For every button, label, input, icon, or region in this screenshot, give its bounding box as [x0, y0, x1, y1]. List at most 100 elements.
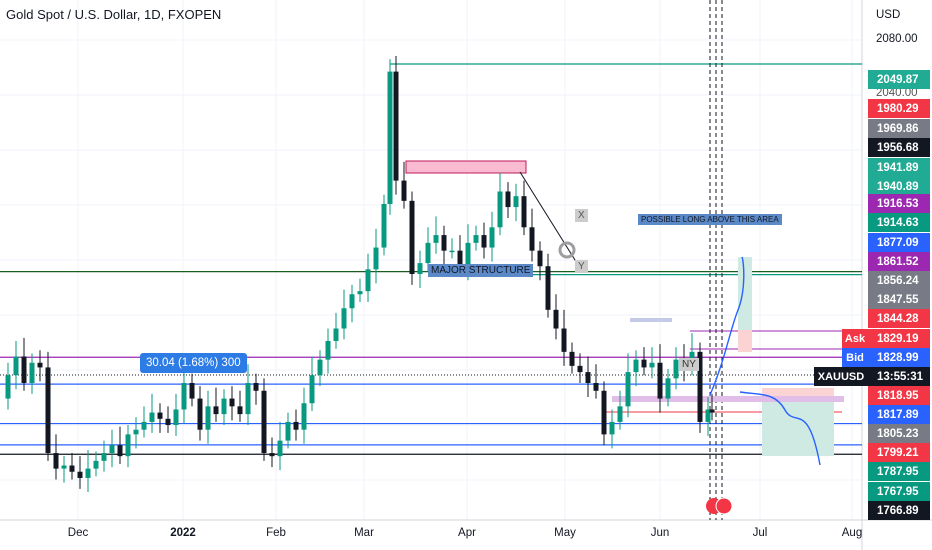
candle-body — [189, 382, 195, 399]
overlays — [519, 171, 821, 515]
price-label: 13:55:31 — [868, 367, 930, 386]
price-label: 1766.89 — [868, 501, 930, 520]
candle-body — [149, 412, 155, 422]
candle-body — [489, 227, 495, 248]
candle-body — [229, 398, 235, 407]
x-marker: X — [575, 209, 588, 222]
candle-body — [657, 362, 663, 399]
x-tick: Aug — [841, 527, 863, 539]
us-flag-icon — [715, 497, 733, 515]
symbol-tag: XAUUSD — [814, 367, 868, 386]
candle-body — [157, 412, 163, 419]
candle-body — [85, 468, 91, 478]
candle-body — [497, 191, 503, 228]
zones — [405, 160, 844, 456]
candle-body — [697, 351, 703, 422]
candle-body — [325, 340, 331, 360]
range-marker — [630, 318, 672, 322]
candle-body — [125, 434, 131, 457]
candle-body — [341, 308, 347, 329]
price-label: 1941.89 — [868, 158, 930, 177]
candle-body — [269, 453, 275, 457]
price-label: 1980.29 — [868, 99, 930, 118]
bid-tag: Bid — [842, 348, 868, 367]
major-structure-label: MAJOR STRUCTURE — [428, 264, 534, 277]
candle-body — [293, 421, 299, 430]
candle-body — [537, 250, 543, 267]
candle-body — [505, 191, 511, 208]
price-label: 1805.23 — [868, 424, 930, 443]
candle-body — [205, 406, 211, 430]
price-label: 1828.99 — [868, 348, 930, 367]
entry-zone — [612, 396, 844, 402]
supply-zone — [405, 160, 527, 174]
candle-body — [365, 269, 371, 292]
y-tick-2080: 2080.00 — [876, 33, 918, 45]
candle-body — [181, 382, 187, 410]
candle-body — [387, 71, 393, 204]
candle-body — [101, 453, 107, 461]
candle-body — [465, 242, 471, 267]
bullish-projection — [709, 256, 745, 396]
candle-body — [117, 445, 123, 457]
candle-body — [609, 421, 615, 435]
price-label: 1844.28 — [868, 309, 930, 328]
bearish-projection — [739, 391, 821, 466]
chart-title: Gold Spot / U.S. Dollar, 1D, FXOPEN — [6, 7, 222, 22]
long-target-zone — [738, 257, 752, 349]
x-tick: Dec — [67, 527, 89, 539]
price-label: 2049.87 — [868, 70, 930, 89]
candle-body — [601, 390, 607, 435]
candle-body — [301, 403, 307, 430]
measure-tooltip: 30.04 (1.68%) 300 — [140, 353, 247, 373]
candle-body — [237, 406, 243, 415]
candle-body — [45, 367, 51, 454]
candle-body — [317, 359, 323, 376]
candle-body — [561, 328, 567, 352]
price-label: 1856.24 — [868, 271, 930, 290]
candle-body — [77, 471, 83, 478]
long-stop-zone — [738, 330, 752, 352]
candle-body — [109, 445, 115, 454]
price-label: 1914.63 — [868, 213, 930, 232]
candle-body — [245, 382, 251, 415]
candle-body — [417, 263, 423, 275]
candle-body — [13, 356, 19, 376]
candle-body — [221, 398, 227, 415]
candle-body — [513, 196, 519, 208]
candle-body — [401, 180, 407, 201]
price-label: 1861.52 — [868, 252, 930, 271]
candle-body — [425, 242, 431, 264]
candle-body — [585, 372, 591, 383]
y-marker: Y — [575, 260, 588, 273]
axis-currency: USD — [876, 9, 901, 21]
candle-body — [409, 200, 415, 275]
candle-body — [393, 71, 399, 181]
candle-body — [577, 365, 583, 373]
candle-body — [593, 382, 599, 391]
x-tick: 2022 — [170, 527, 196, 539]
candle-body — [521, 196, 527, 228]
price-label: 1829.19 — [868, 329, 930, 348]
candle-body — [253, 382, 259, 391]
price-label: 1799.21 — [868, 443, 930, 462]
candles — [5, 56, 715, 492]
short-target-zone — [762, 392, 834, 456]
candle-body — [285, 421, 291, 441]
price-label: 1940.89 — [868, 177, 930, 196]
x-tick: May — [554, 527, 576, 539]
candle-body — [433, 235, 439, 243]
candle-body — [705, 409, 711, 422]
price-label: 1969.86 — [868, 119, 930, 138]
possible-long-label: POSSIBLE LONG ABOVE THIS AREA — [638, 214, 782, 225]
price-label: 1818.95 — [868, 386, 930, 405]
candle-body — [529, 227, 535, 251]
candle-body — [641, 359, 647, 368]
x-tick: Mar — [354, 527, 374, 539]
candle-body — [373, 247, 379, 270]
candle-body — [141, 421, 147, 430]
price-label: 1956.68 — [868, 138, 930, 157]
candle-body — [625, 372, 631, 407]
candle-body — [37, 362, 43, 368]
